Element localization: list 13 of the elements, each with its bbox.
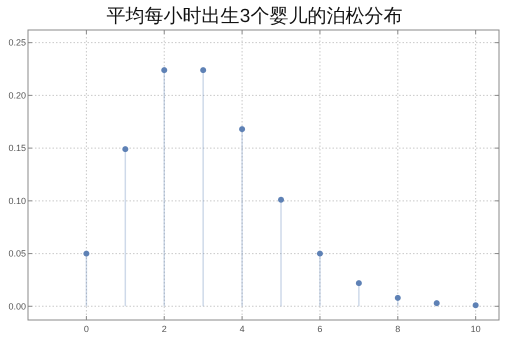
- y-tick-label: 0.20: [8, 90, 26, 100]
- x-tick-label: 8: [395, 324, 400, 334]
- x-tick-label: 6: [317, 324, 322, 334]
- y-tick-label: 0.10: [8, 196, 26, 206]
- chart-title: 平均每小时出生3个婴儿的泊松分布: [106, 6, 402, 27]
- y-tick-label: 0.15: [8, 143, 26, 154]
- x-tick-label: 10: [470, 324, 481, 334]
- x-tick-label: 2: [162, 324, 167, 334]
- x-tick-label: 4: [240, 324, 245, 334]
- x-tick-label: 0: [84, 324, 89, 334]
- y-tick-label: 0.05: [8, 248, 26, 259]
- y-tick-label: 0.25: [8, 38, 26, 48]
- y-tick-label: 0.00: [8, 301, 26, 312]
